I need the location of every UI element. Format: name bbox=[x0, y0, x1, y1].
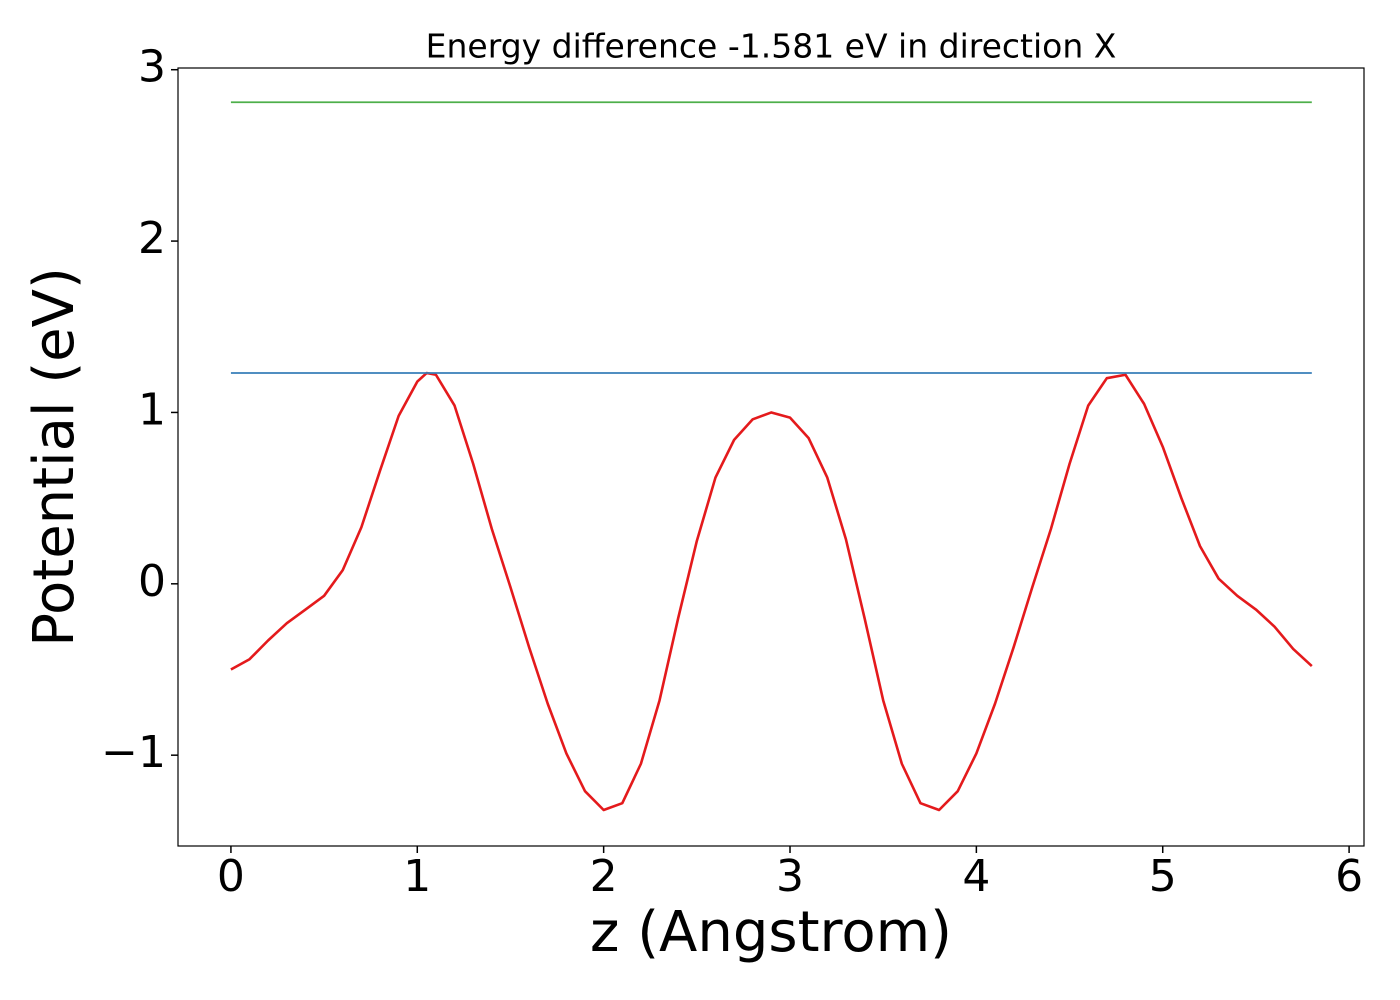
x-tick-label: 4 bbox=[962, 851, 990, 902]
x-tick-label: 5 bbox=[1149, 851, 1177, 902]
y-tick-label: 2 bbox=[138, 213, 166, 264]
chart-title: Energy difference -1.581 eV in direction… bbox=[426, 27, 1117, 66]
line-series bbox=[230, 371, 1313, 812]
x-tick-label: 2 bbox=[590, 851, 618, 902]
x-tick-label: 0 bbox=[217, 851, 245, 902]
x-tick-label: 3 bbox=[776, 851, 804, 902]
x-tick-label: 6 bbox=[1335, 851, 1363, 902]
x-axis-label: z (Angstrom) bbox=[590, 900, 952, 965]
y-tick-label: 1 bbox=[138, 384, 166, 435]
y-tick-label: −1 bbox=[101, 727, 166, 778]
plot-frame bbox=[177, 67, 1365, 847]
y-tick-label: 3 bbox=[138, 42, 166, 93]
y-axis-label: Potential (eV) bbox=[22, 267, 87, 647]
y-tick-label: 0 bbox=[138, 556, 166, 607]
x-tick-label: 1 bbox=[403, 851, 431, 902]
